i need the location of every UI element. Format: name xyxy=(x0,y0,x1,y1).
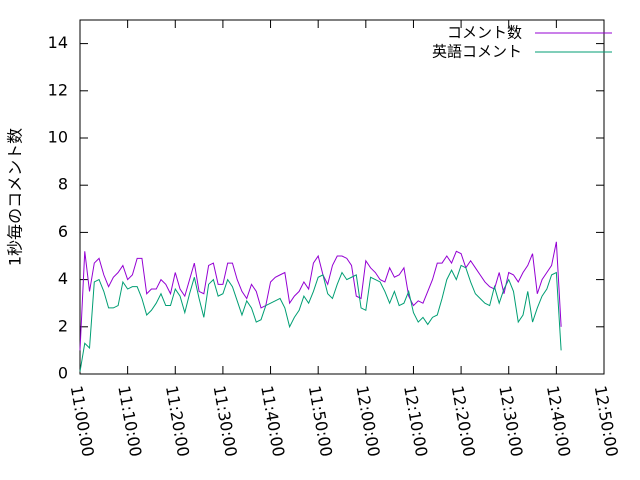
series-line xyxy=(79,241,562,351)
x-tick-label: 11:50:00 xyxy=(305,384,336,458)
x-tick-label: 11:30:00 xyxy=(210,384,241,458)
x-tick-label: 12:30:00 xyxy=(495,384,526,458)
y-tick-label: 14 xyxy=(48,33,68,52)
x-tick-label: 12:20:00 xyxy=(448,384,479,458)
series-line xyxy=(79,264,562,372)
y-tick-label: 4 xyxy=(58,269,68,288)
legend-label: コメント数 xyxy=(447,24,522,42)
x-tick-label: 12:40:00 xyxy=(543,384,574,458)
x-tick-label: 12:00:00 xyxy=(352,384,383,458)
y-tick-label: 6 xyxy=(58,222,68,241)
y-tick-label: 2 xyxy=(58,316,68,335)
x-tick-label: 12:50:00 xyxy=(591,384,622,458)
x-tick-label: 12:10:00 xyxy=(400,384,431,458)
y-tick-label: 8 xyxy=(58,175,68,194)
x-tick-label: 11:10:00 xyxy=(114,384,145,458)
plot-frame xyxy=(79,19,605,375)
y-tick-label: 0 xyxy=(58,364,68,383)
y-axis-label: 1秒毎のコメント数 xyxy=(6,128,25,266)
x-tick-label: 11:40:00 xyxy=(257,384,288,458)
y-tick-label: 10 xyxy=(48,128,68,147)
legend-label: 英語コメント xyxy=(432,43,522,61)
x-tick-label: 11:20:00 xyxy=(162,384,193,458)
x-tick-label: 11:00:00 xyxy=(67,384,98,458)
y-tick-label: 12 xyxy=(48,80,68,99)
